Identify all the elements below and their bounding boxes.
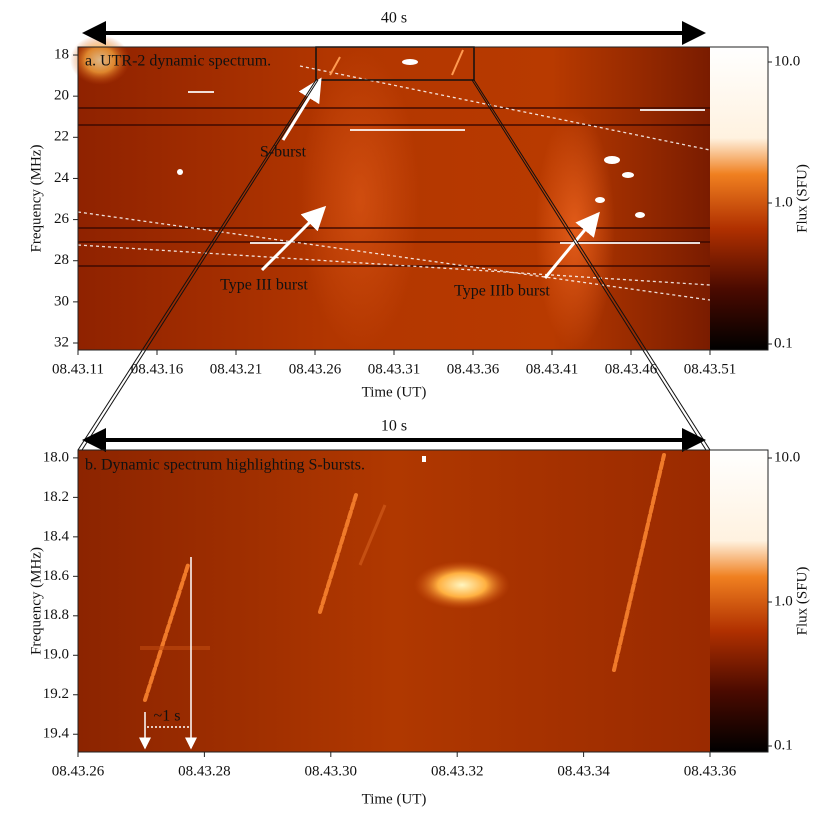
colorbar-label: Flux (SFU) [794,164,810,233]
colorbar-label: Flux (SFU) [794,567,810,636]
colorbar [710,47,768,350]
colorbar-tick-label: 0.1 [774,335,793,351]
annotation: ~1 s [154,708,181,725]
x-axis-label: Time (UT) [362,791,427,807]
spectrum-b [78,450,710,752]
x-tick-label: 08.43.26 [52,763,105,779]
annotation: Type IIIb burst [454,283,550,300]
y-tick-label: 18.8 [43,607,69,623]
x-tick-label: 08.43.31 [368,361,421,377]
annotation: S-burst [260,144,307,161]
spectrum-a [70,35,711,350]
x-tick-label: 08.43.46 [605,361,658,377]
x-tick-label: 08.43.26 [289,361,342,377]
x-tick-label: 08.43.36 [447,361,500,377]
y-tick-label: 28 [54,252,69,268]
x-tick-label: 08.43.30 [305,763,358,779]
colorbar-tick-label: 10.0 [774,449,800,465]
y-tick-label: 20 [54,88,69,104]
y-tick-label: 18.0 [43,449,69,465]
span-arrows [82,21,706,452]
y-tick-label: 18.2 [43,489,69,505]
y-tick-label: 19.2 [43,686,69,702]
annotation: Type III burst [220,277,308,294]
annotation: 10 s [381,418,407,435]
y-tick-label: 18 [54,46,69,62]
colorbar-tick-label: 0.1 [774,737,793,753]
y-tick-label: 18.4 [43,528,70,544]
y-tick-label: 18.6 [43,568,70,584]
x-tick-label: 08.43.41 [526,361,579,377]
y-tick-label: 19.0 [43,647,69,663]
colorbar-tick-label: 10.0 [774,53,800,69]
x-tick-label: 08.43.11 [52,361,104,377]
x-tick-label: 08.43.51 [684,361,737,377]
panel-title: a. UTR-2 dynamic spectrum. [85,53,271,70]
x-axis-label: Time (UT) [362,384,427,400]
y-tick-label: 22 [54,129,69,145]
annotation: 40 s [381,10,407,27]
plot-frame [77,449,769,753]
y-tick-label: 30 [54,293,69,309]
zoom-lines [77,79,711,451]
x-tick-label: 08.43.32 [431,763,484,779]
x-tick-label: 08.43.16 [131,361,184,377]
x-tick-label: 08.43.28 [178,763,231,779]
colorbar [710,450,768,752]
x-tick-label: 08.43.34 [557,763,610,779]
y-axis-label: Frequency (MHz) [28,547,44,655]
x-tick-label: 08.43.21 [210,361,263,377]
colorbar-tick-label: 1.0 [774,194,793,210]
x-tick-label: 08.43.36 [684,763,737,779]
y-tick-label: 26 [54,211,70,227]
y-tick-label: 24 [54,170,70,186]
y-tick-label: 19.4 [43,726,70,742]
panel-title: b. Dynamic spectrum highlighting S-burst… [85,457,365,474]
colorbar-tick-label: 1.0 [774,593,793,609]
plot-frame [77,46,769,351]
y-axis-label: Frequency (MHz) [28,145,44,253]
y-tick-label: 32 [54,334,69,350]
